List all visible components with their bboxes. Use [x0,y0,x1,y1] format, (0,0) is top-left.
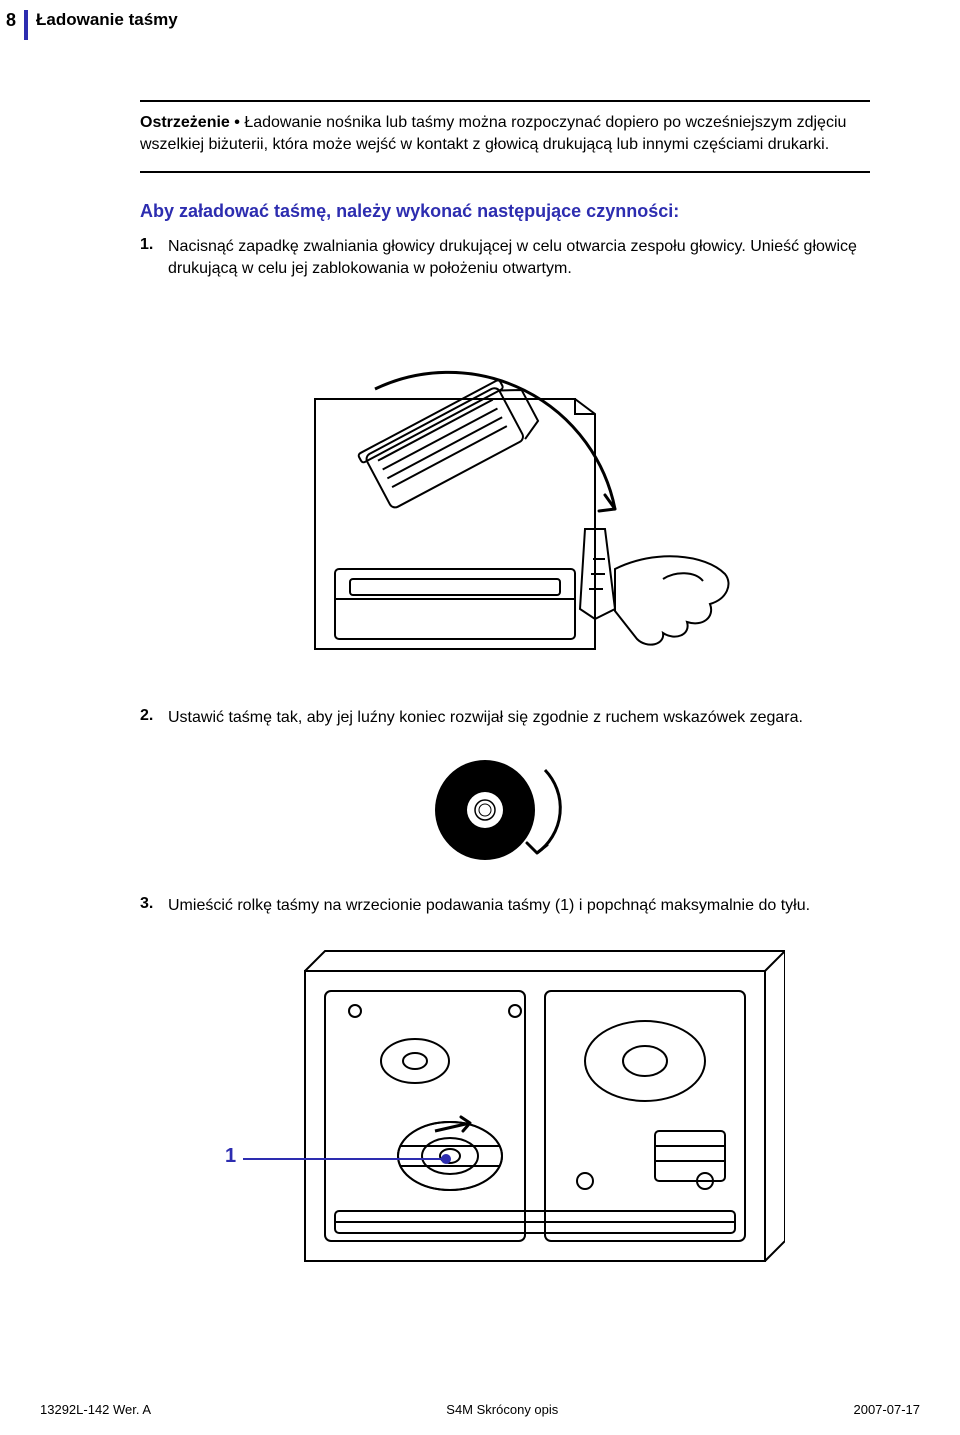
figure-printer-top-view-wrap: 1 [225,931,785,1301]
footer-center: S4M Skrócony opis [446,1402,558,1417]
warning-label: Ostrzeżenie • [140,114,240,131]
warning-body: Ładowanie nośnika lub taśmy można rozpoc… [140,114,846,153]
section-heading: Aby załadować taśmę, należy wykonać nast… [140,201,870,222]
figure-printer-open-head [255,299,755,679]
step-2: 2. Ustawić taśmę tak, aby jej luźny koni… [140,707,870,729]
step-3-num: 3. [140,895,168,917]
step-3: 3. Umieścić rolkę taśmy na wrzecionie po… [140,895,870,917]
footer-left: 13292L-142 Wer. A [40,1402,151,1417]
callout-1-dot [441,1154,451,1164]
header-rule [24,10,28,40]
callout-1-line [243,1158,443,1160]
step-1-num: 1. [140,236,168,279]
step-2-text: Ustawić taśmę tak, aby jej luźny koniec … [168,707,803,729]
page-number: 8 [0,10,24,31]
page-header: 8 Ładowanie taśmy [0,10,178,40]
figure-ribbon-roll [415,745,595,875]
step-3-text: Umieścić rolkę taśmy na wrzecionie podaw… [168,895,810,917]
footer-right: 2007-07-17 [853,1402,920,1417]
step-2-num: 2. [140,707,168,729]
page-footer: 13292L-142 Wer. A S4M Skrócony opis 2007… [40,1402,920,1417]
page-title: Ładowanie taśmy [36,10,178,30]
warning-text: Ostrzeżenie • Ładowanie nośnika lub taśm… [140,112,870,155]
step-1-text: Nacisnąć zapadkę zwalniania głowicy druk… [168,236,870,279]
step-1: 1. Nacisnąć zapadkę zwalniania głowicy d… [140,236,870,279]
figure-printer-top-view [285,931,785,1291]
warning-box: Ostrzeżenie • Ładowanie nośnika lub taśm… [140,100,870,173]
page-content: Ostrzeżenie • Ładowanie nośnika lub taśm… [140,100,870,1301]
callout-1-label: 1 [225,1145,236,1168]
